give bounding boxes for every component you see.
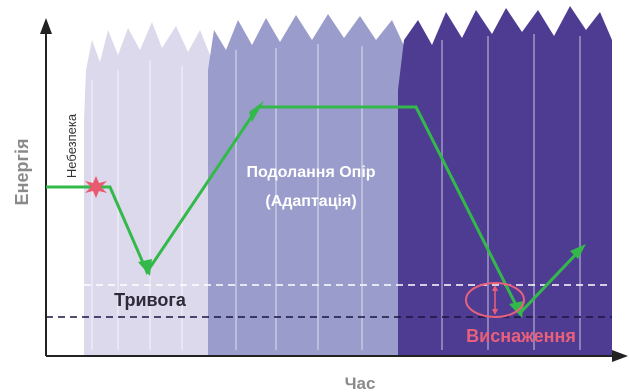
star-burst-icon (85, 176, 107, 198)
y-axis-label: Енергія (12, 139, 32, 206)
resistance-zone (208, 14, 412, 356)
alarm-label: Тривога (114, 290, 187, 310)
phase-zones (84, 6, 612, 356)
ellipse-with-double-arrow-icon (465, 282, 525, 318)
axes (40, 18, 628, 362)
y-axis-arrow-icon (40, 18, 52, 34)
exhaustion-label: Виснаження (466, 326, 576, 346)
arrow-down-icon (138, 259, 152, 276)
exhaustion-zone (398, 6, 612, 356)
x-axis-label: Час (345, 374, 376, 392)
arrow-down-right-icon (509, 301, 524, 318)
danger-label: Небезпека (64, 113, 79, 178)
arrow-up-icon (249, 101, 264, 122)
resistance-label-line1: Подолання Опір (246, 164, 375, 181)
alarm-zone (84, 22, 212, 356)
arrow-up-right-icon (570, 244, 586, 259)
resistance-label-line2: (Адаптація) (265, 193, 356, 210)
x-axis-arrow-icon (612, 350, 628, 362)
